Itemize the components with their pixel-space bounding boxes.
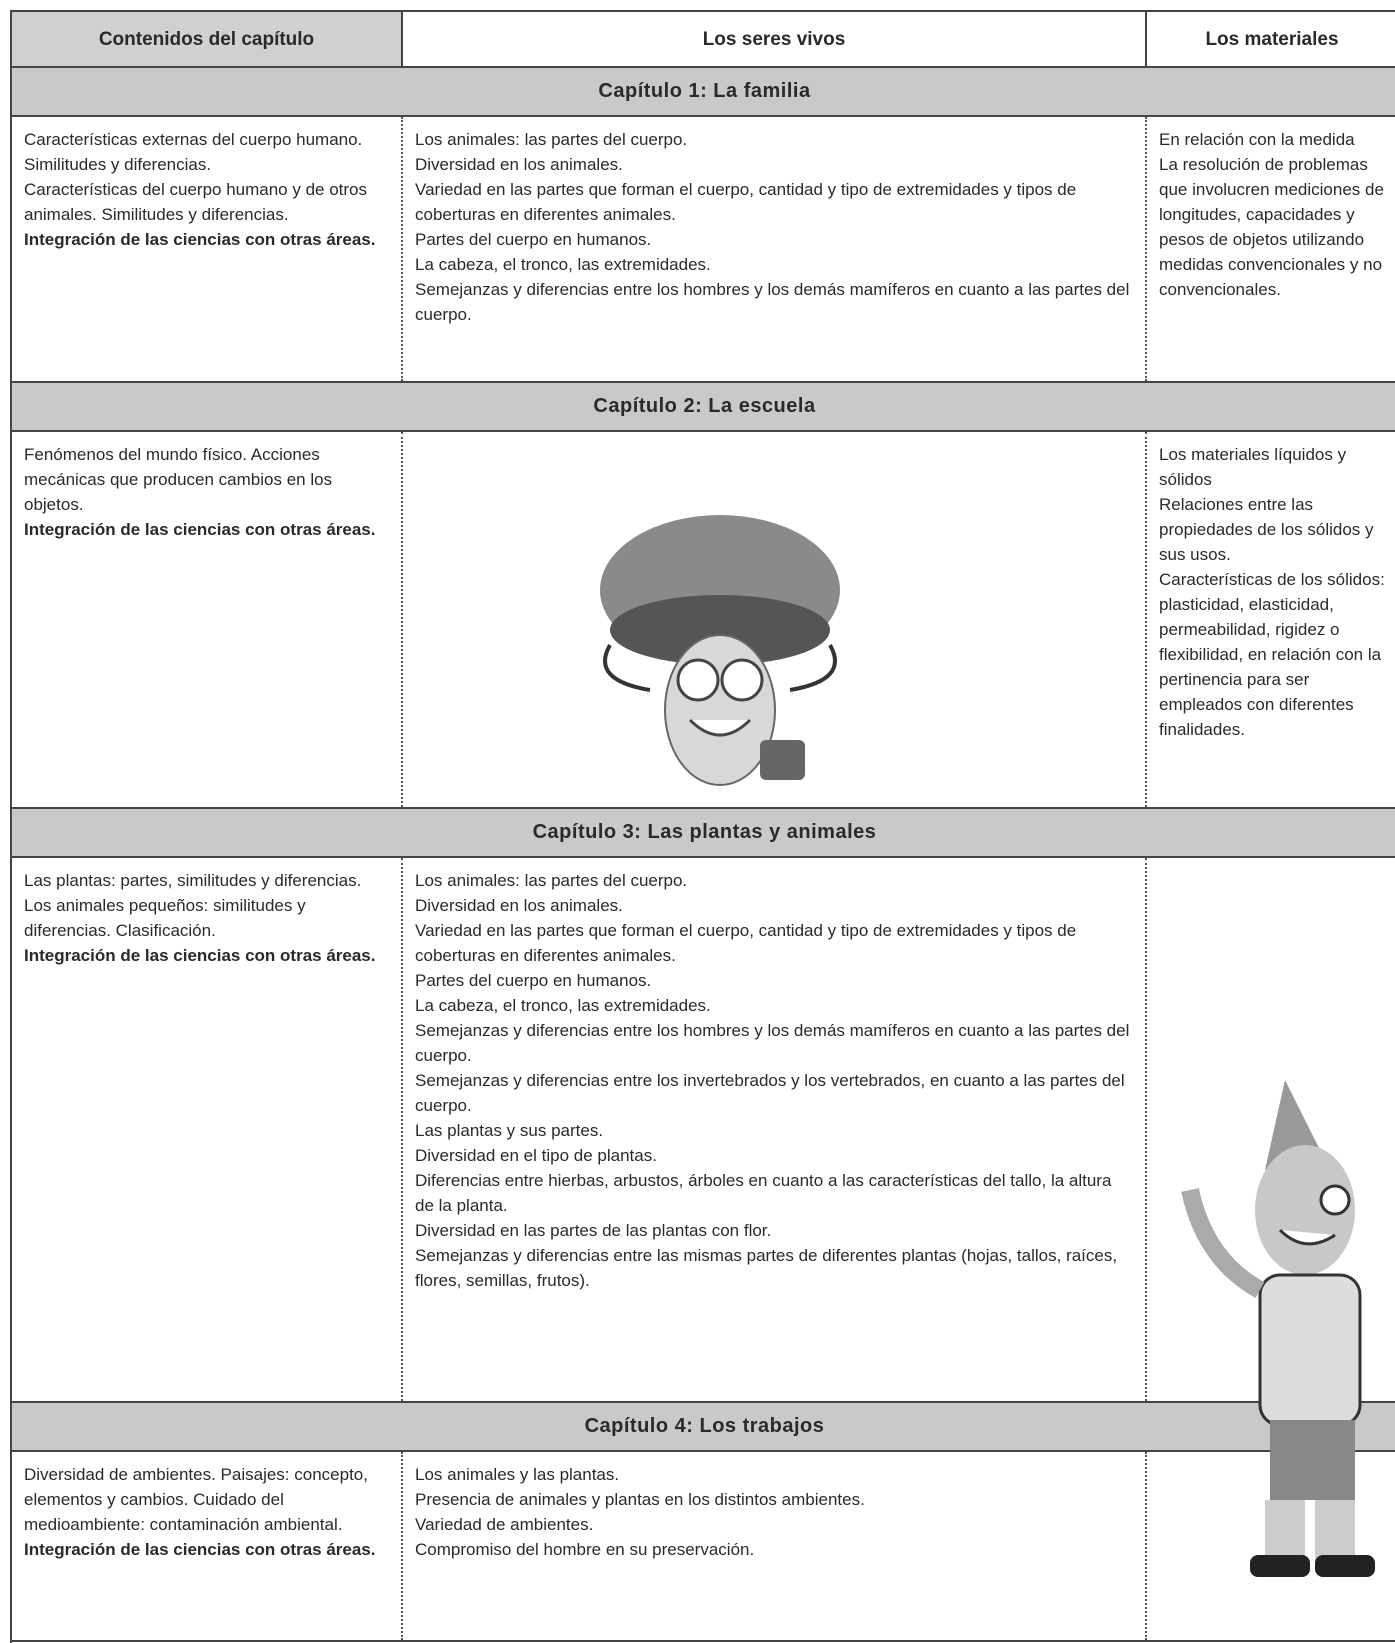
boy-illustration [1181,1080,1375,1577]
content-item: Compromiso del hombre en su preservación… [415,1540,755,1559]
content-item: Semejanzas y diferencias entre los inver… [415,1071,1125,1115]
content-item: Características del cuerpo humano y de o… [24,180,368,224]
column-header: Los materiales [1205,28,1339,50]
bold-item: Integración de las ciencias con otras ár… [24,1540,376,1559]
content-item: Los animales y las plantas. [415,1465,620,1484]
content-item: Diversidad en las partes de las plantas … [415,1221,772,1240]
content-item: La cabeza, el tronco, las extremidades. [415,255,711,274]
table-cell: Los materiales líquidos y sólidos Relacio… [1147,432,1395,807]
content-item: Variedad en las partes que forman el cue… [415,180,1077,224]
chapter-title: Capítulo 3: Las plantas y animales [12,809,1395,858]
bold-item: Integración de las ciencias con otras ár… [24,520,376,539]
content-item: Variedad en las partes que forman el cue… [415,921,1077,965]
content-item: La resolución de problemas que involucre… [1159,155,1384,299]
content-item: La cabeza, el tronco, las extremidades. [415,996,711,1015]
table-cell [403,432,1147,807]
content-item: Características externas del cuerpo huma… [24,130,363,174]
bold-item: Integración de las ciencias con otras ár… [24,946,376,965]
chapter-row: Las plantas: partes, similitudes y difer… [12,858,1395,1403]
chapter-title: Capítulo 4: Los trabajos [12,1403,1395,1452]
mushroom-illustration [600,515,840,786]
content-item: Las plantas: partes, similitudes y difer… [24,871,362,890]
table-cell: En relación con la medida La resolución d… [1147,117,1395,381]
table-cell: Características externas del cuerpo huma… [12,117,403,381]
content-item: Fenómenos del mundo físico. Acciones mec… [24,445,333,514]
chapter-title: Capítulo 2: La escuela [12,383,1395,432]
content-item: Presencia de animales y plantas en los d… [415,1490,865,1509]
table-cell: Los animales: las partes del cuerpo. Dive… [403,117,1147,381]
content-item: Características de los sólidos: plastici… [1159,570,1385,739]
content-item: Relaciones entre las propiedades de los … [1159,495,1374,564]
chapter-row: Diversidad de ambientes. Paisajes: conce… [12,1452,1395,1642]
column-header: Los seres vivos [403,12,1147,66]
content-item: Partes del cuerpo en humanos. [415,971,652,990]
content-item: Semejanzas y diferencias entre los hombr… [415,1021,1130,1065]
content-item: Variedad de ambientes. [415,1515,594,1534]
content-item: Semejanzas y diferencias entre los hombr… [415,280,1130,324]
content-item: Diversidad en los animales. [415,155,623,174]
table-cell: Diversidad de ambientes. Paisajes: conce… [12,1452,403,1640]
curriculum-table: Contenidos del capítulo Los seres vivos Lo… [10,10,1395,1643]
content-item: Partes del cuerpo en humanos. [415,230,652,249]
content-item: Los animales: las partes del cuerpo. [415,130,688,149]
table-cell: Fenómenos del mundo físico. Acciones mec… [12,432,403,807]
content-item: Diversidad en el tipo de plantas. [415,1146,657,1165]
content-item: Semejanzas y diferencias entre las misma… [415,1246,1118,1290]
content-item: Las plantas y sus partes. [415,1121,604,1140]
content-item: Diversidad de ambientes. Paisajes: conce… [24,1465,368,1534]
content-item: Los materiales líquidos y sólidos [1159,445,1347,489]
header-row: Contenidos del capítulo Los seres vivos Lo… [12,12,1395,68]
content-item: Diferencias entre hierbas, arbustos, árb… [415,1171,1112,1215]
content-item: Los animales: las partes del cuerpo. [415,871,688,890]
table-cell: Los animales y las plantas. Presencia de … [403,1452,1147,1640]
chapter-title: Capítulo 1: La familia [12,68,1395,117]
chapter-row: Fenómenos del mundo físico. Acciones mec… [12,432,1395,809]
chapter-row: Características externas del cuerpo huma… [12,117,1395,383]
column-header: Contenidos del capítulo [12,12,403,66]
content-item: En relación con la medida [1159,130,1355,149]
bold-item: Integración de las ciencias con otras ár… [24,230,376,249]
content-item: Diversidad en los animales. [415,896,623,915]
table-cell: Las plantas: partes, similitudes y difer… [12,858,403,1401]
table-cell: Los animales: las partes del cuerpo. Dive… [403,858,1147,1401]
content-item: Los animales pequeños: similitudes y dif… [24,896,306,940]
